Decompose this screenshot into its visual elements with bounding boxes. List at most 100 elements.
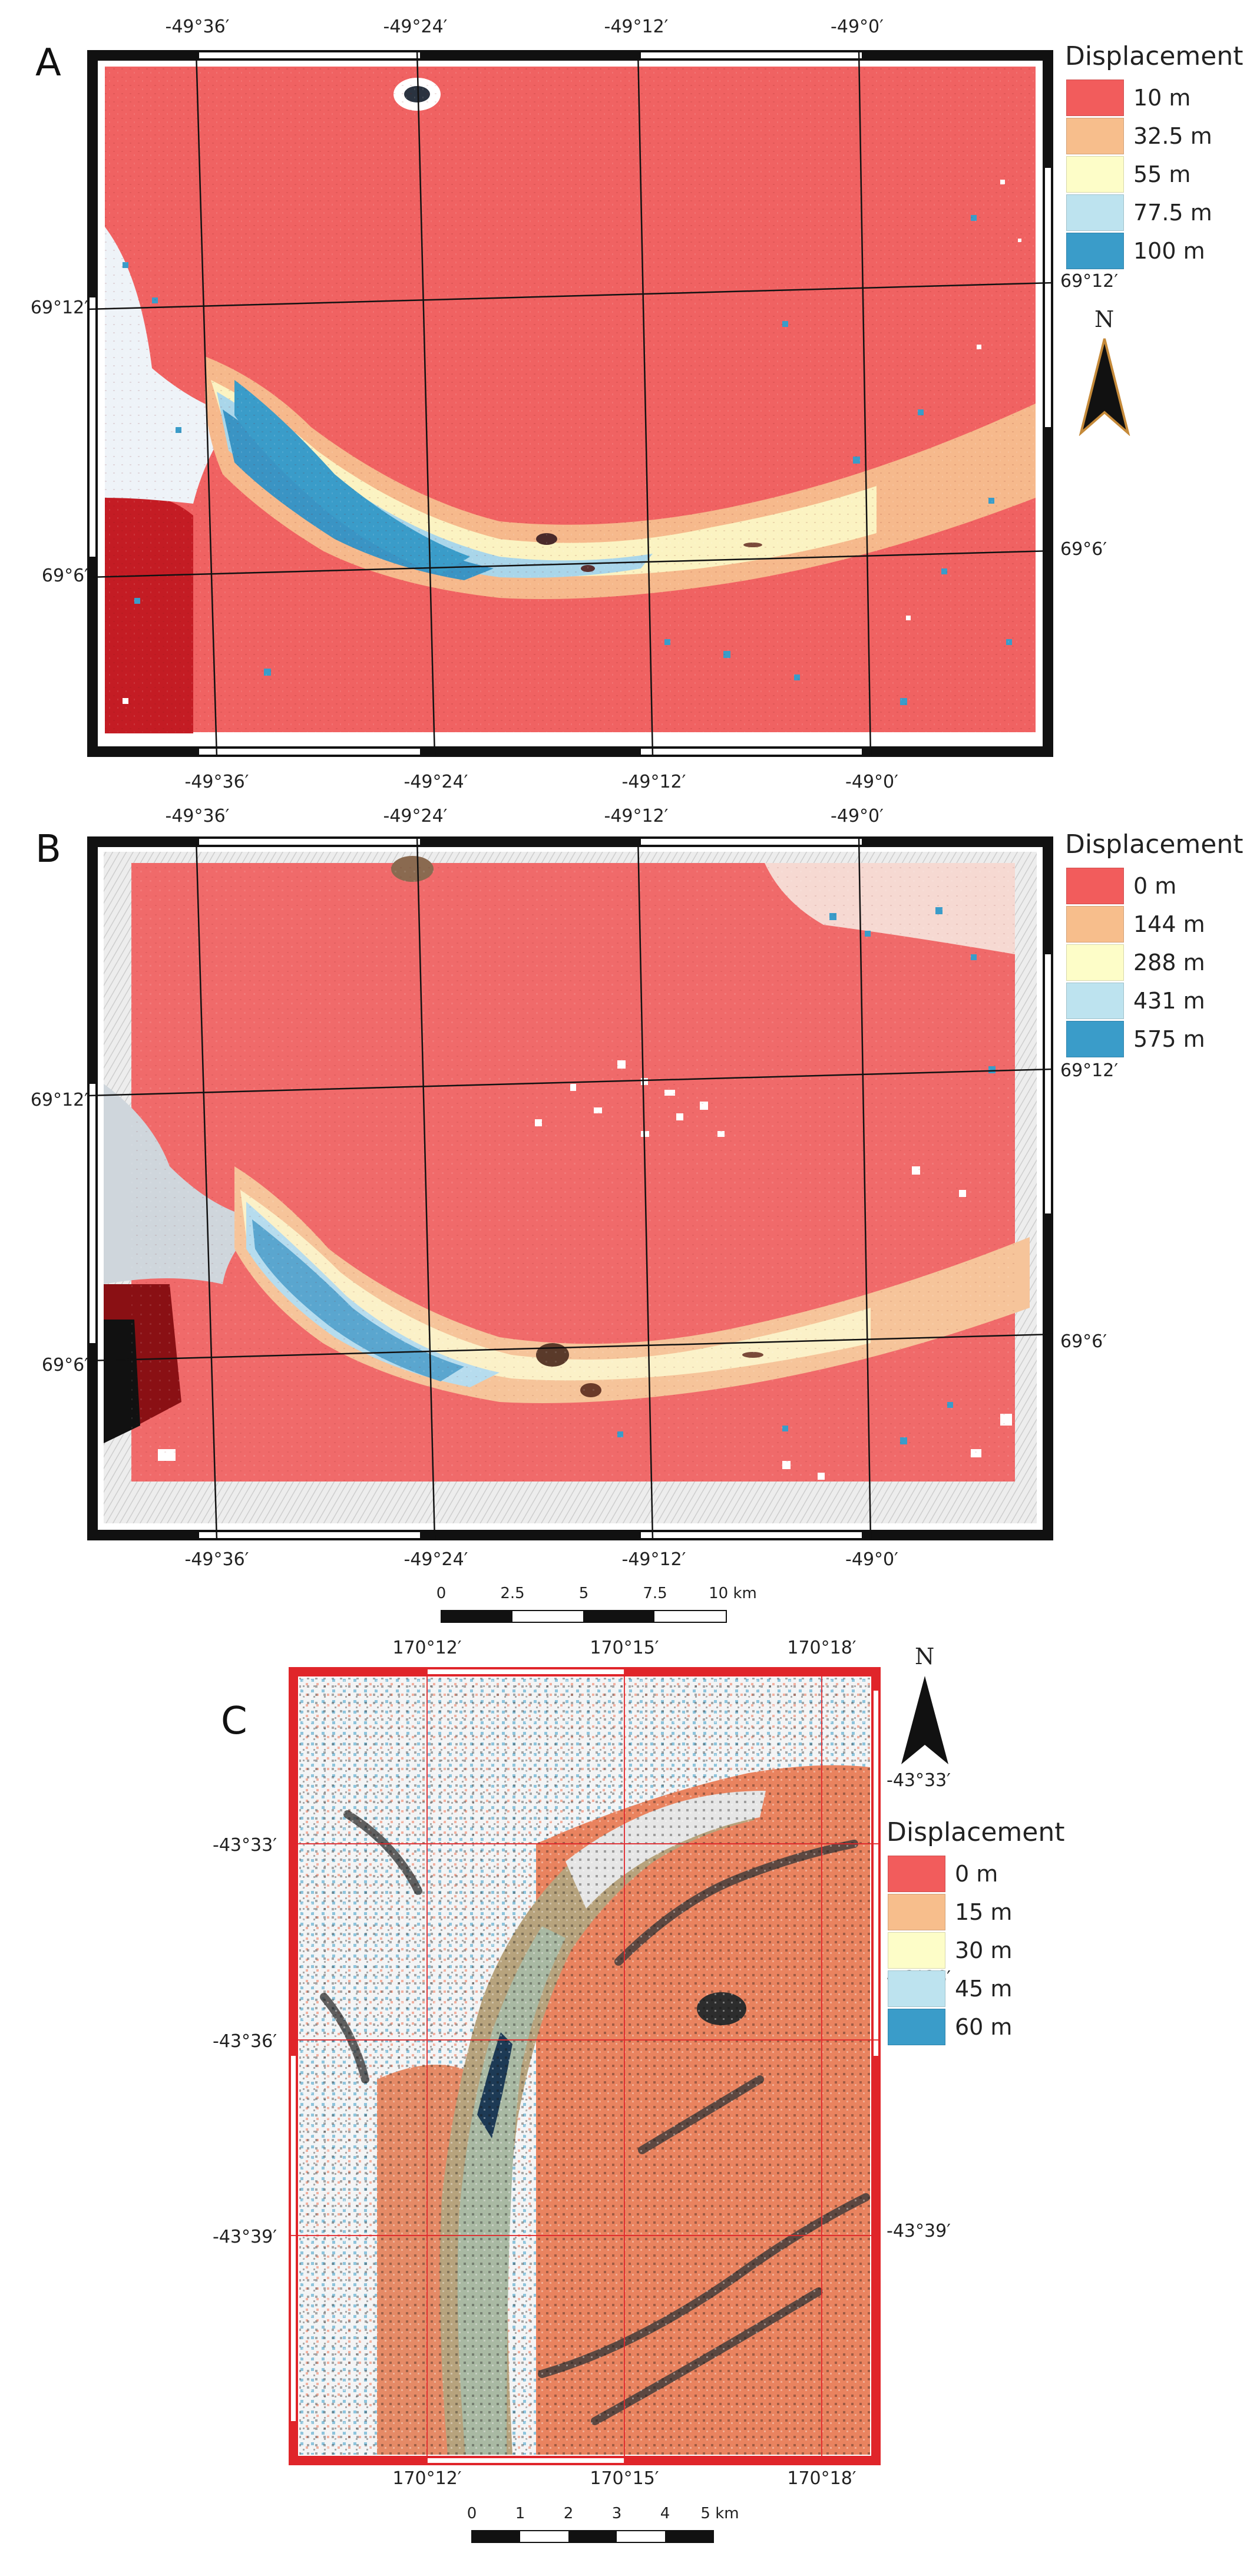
scale-tick-label: 3 bbox=[611, 2505, 622, 2522]
legend-entry: 144 m bbox=[1066, 906, 1205, 943]
legend-label: 288 m bbox=[1133, 950, 1205, 975]
scale-tick-label: 2.5 bbox=[500, 1585, 525, 1602]
legend-label: 45 m bbox=[955, 1976, 1013, 2002]
legend-entry: 15 m bbox=[888, 1894, 1012, 1930]
scale-bar bbox=[471, 2530, 714, 2543]
legend-swatch bbox=[1066, 906, 1124, 943]
legend-label: 100 m bbox=[1133, 238, 1205, 264]
lon-label-top: -49°0′ bbox=[831, 806, 884, 826]
lon-label-top: -49°24′ bbox=[383, 806, 448, 826]
lat-label-left: -43°36′ bbox=[213, 2031, 277, 2052]
legend-swatch bbox=[1066, 1021, 1124, 1057]
legend-entry: 575 m bbox=[1066, 1021, 1205, 1057]
lon-label-bottom: -49°0′ bbox=[845, 1549, 898, 1570]
legend-swatch bbox=[1066, 118, 1124, 154]
lon-label-top: -49°36′ bbox=[165, 806, 230, 826]
lon-label-bottom: -49°12′ bbox=[621, 772, 686, 792]
lat-label-right: -43°33′ bbox=[887, 1770, 951, 1791]
map-panel-b bbox=[87, 836, 1053, 1540]
lon-label-top: -49°36′ bbox=[165, 16, 230, 37]
lon-label-top: -49°12′ bbox=[604, 16, 669, 37]
lat-label-left: 69°6′ bbox=[41, 566, 88, 586]
panel-letter: B bbox=[35, 828, 61, 871]
scale-tick-label: 10 km bbox=[709, 1585, 757, 1602]
lat-label-right: 69°12′ bbox=[1060, 1060, 1119, 1081]
legend-entry: 0 m bbox=[888, 1856, 998, 1892]
legend-swatch bbox=[1066, 80, 1124, 116]
map-panel-c bbox=[289, 1667, 881, 2465]
legend-label: 0 m bbox=[955, 1861, 998, 1887]
legend-entry: 55 m bbox=[1066, 156, 1190, 193]
legend-label: 575 m bbox=[1133, 1026, 1205, 1052]
legend-label: 77.5 m bbox=[1133, 200, 1212, 226]
north-label: N bbox=[915, 1644, 935, 1669]
legend-label: 431 m bbox=[1133, 988, 1205, 1014]
lat-label-right: 69°6′ bbox=[1060, 1331, 1107, 1352]
lon-label-bottom: 170°15′ bbox=[590, 2468, 659, 2489]
legend-entry: 100 m bbox=[1066, 233, 1205, 269]
legend-swatch bbox=[1066, 983, 1124, 1019]
north-label: N bbox=[1094, 306, 1115, 332]
legend-entry: 10 m bbox=[1066, 80, 1190, 116]
lat-label-left: 69°12′ bbox=[30, 297, 88, 318]
scale-tick-label: 2 bbox=[563, 2505, 574, 2522]
scale-tick-label: 7.5 bbox=[643, 1585, 667, 1602]
lon-label-bottom: -49°36′ bbox=[184, 1549, 249, 1570]
lon-label-bottom: 170°18′ bbox=[787, 2468, 856, 2489]
legend-label: 0 m bbox=[1133, 873, 1177, 899]
lat-label-right: 69°12′ bbox=[1060, 271, 1119, 292]
north-arrow-icon bbox=[1079, 338, 1130, 436]
lon-label-top: 170°12′ bbox=[392, 1638, 462, 1658]
lon-label-bottom: -49°24′ bbox=[404, 772, 468, 792]
legend-entry: 60 m bbox=[888, 2009, 1012, 2045]
legend-label: 32.5 m bbox=[1133, 123, 1212, 149]
legend-label: 15 m bbox=[955, 1899, 1013, 1925]
legend-swatch bbox=[1066, 944, 1124, 981]
legend-swatch bbox=[888, 1932, 945, 1969]
scale-tick-label: 0 bbox=[467, 2505, 477, 2522]
legend-entry: 0 m bbox=[1066, 868, 1176, 904]
legend-title: Displacement bbox=[1065, 829, 1244, 859]
legend-swatch bbox=[1066, 156, 1124, 193]
lon-label-top: -49°24′ bbox=[383, 16, 448, 37]
legend-label: 30 m bbox=[955, 1937, 1013, 1963]
panel-letter: A bbox=[35, 41, 61, 85]
map-panel-a bbox=[87, 50, 1053, 757]
lat-label-left: -43°33′ bbox=[213, 1835, 277, 1856]
legend-label: 144 m bbox=[1133, 911, 1205, 937]
lat-label-left: -43°39′ bbox=[213, 2227, 277, 2247]
legend-swatch bbox=[888, 2009, 945, 2045]
legend-swatch bbox=[888, 1894, 945, 1930]
scale-tick-label: 5 bbox=[578, 1585, 589, 1602]
scale-bar bbox=[441, 1610, 727, 1623]
legend-label: 10 m bbox=[1133, 85, 1191, 111]
legend-title: Displacement bbox=[1065, 41, 1244, 71]
scale-tick-label: 5 km bbox=[700, 2505, 739, 2522]
legend-label: 55 m bbox=[1133, 161, 1191, 187]
north-arrow-icon bbox=[901, 1676, 948, 1764]
legend-swatch bbox=[888, 1856, 945, 1892]
lat-label-right: -43°39′ bbox=[887, 2221, 951, 2241]
legend-title: Displacement bbox=[887, 1817, 1065, 1847]
legend-entry: 32.5 m bbox=[1066, 118, 1212, 154]
lon-label-bottom: -49°0′ bbox=[845, 772, 898, 792]
lon-label-top: -49°0′ bbox=[831, 16, 884, 37]
legend-entry: 77.5 m bbox=[1066, 194, 1212, 231]
lon-label-top: 170°18′ bbox=[787, 1638, 856, 1658]
legend-entry: 288 m bbox=[1066, 944, 1205, 981]
legend-swatch bbox=[888, 1970, 945, 2007]
legend-entry: 431 m bbox=[1066, 983, 1205, 1019]
scale-tick-label: 4 bbox=[660, 2505, 670, 2522]
lon-label-bottom: -49°36′ bbox=[184, 772, 249, 792]
lon-label-bottom: -49°24′ bbox=[404, 1549, 468, 1570]
lat-label-left: 69°6′ bbox=[41, 1355, 88, 1375]
lon-label-top: 170°15′ bbox=[590, 1638, 659, 1658]
panel-letter: C bbox=[221, 1699, 247, 1743]
legend-swatch bbox=[1066, 868, 1124, 904]
scale-tick-label: 1 bbox=[515, 2505, 525, 2522]
scale-tick-label: 0 bbox=[436, 1585, 447, 1602]
legend-entry: 30 m bbox=[888, 1932, 1012, 1969]
legend-swatch bbox=[1066, 194, 1124, 231]
legend-entry: 45 m bbox=[888, 1970, 1012, 2007]
lon-label-bottom: 170°12′ bbox=[392, 2468, 462, 2489]
